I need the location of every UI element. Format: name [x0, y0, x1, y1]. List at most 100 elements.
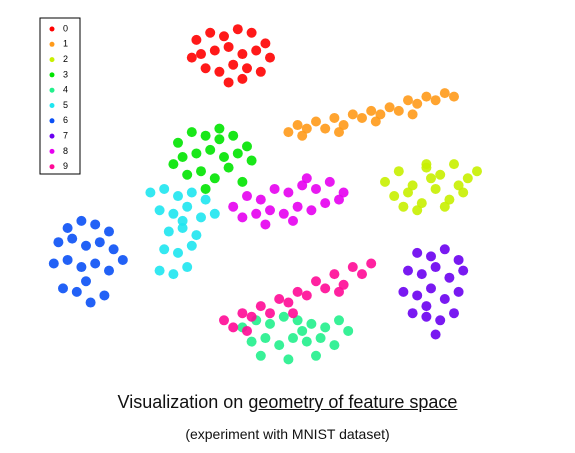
- point: [311, 276, 321, 287]
- point: [219, 315, 229, 326]
- point: [288, 308, 298, 319]
- point: [338, 279, 349, 290]
- point: [444, 272, 455, 283]
- point: [421, 301, 432, 312]
- point: [412, 290, 423, 301]
- point: [453, 286, 464, 297]
- point: [370, 116, 381, 127]
- point: [62, 254, 73, 265]
- point: [430, 329, 441, 340]
- point: [449, 308, 459, 319]
- point: [182, 201, 193, 212]
- caption: Visualization on geometry of feature spa…: [0, 392, 575, 413]
- point: [421, 91, 432, 102]
- legend-label: 9: [63, 161, 68, 171]
- point: [366, 105, 377, 116]
- legend-label: 2: [63, 54, 68, 64]
- legend: 0 1 2 3 4 5 6 7 8 9: [49, 23, 68, 171]
- point: [292, 120, 303, 131]
- point: [334, 286, 344, 297]
- point: [108, 244, 119, 255]
- legend-marker: [49, 164, 55, 170]
- point: [274, 294, 285, 304]
- point: [200, 194, 211, 205]
- point: [380, 176, 390, 187]
- point: [320, 283, 331, 294]
- point: [398, 286, 409, 297]
- legend-marker: [49, 118, 55, 124]
- point: [389, 191, 400, 202]
- point: [329, 269, 340, 280]
- point: [278, 208, 289, 219]
- legend-label: 4: [63, 85, 68, 95]
- point: [246, 311, 257, 322]
- point: [301, 336, 312, 347]
- point: [163, 226, 174, 237]
- point: [251, 45, 262, 56]
- point: [384, 102, 395, 113]
- point: [338, 187, 349, 198]
- point: [426, 173, 436, 184]
- point: [159, 183, 170, 194]
- point: [237, 49, 248, 60]
- point: [237, 73, 248, 84]
- point: [168, 208, 179, 219]
- point: [232, 148, 243, 159]
- point: [320, 322, 331, 333]
- caption-link: geometry of feature space: [248, 392, 458, 412]
- point: [200, 63, 211, 74]
- point: [407, 180, 418, 191]
- point: [232, 24, 243, 35]
- point: [81, 240, 91, 251]
- point: [357, 112, 367, 123]
- point: [265, 205, 275, 216]
- legend-label: 3: [63, 69, 68, 79]
- point: [297, 325, 308, 336]
- point: [320, 123, 331, 134]
- point: [242, 191, 252, 202]
- point: [255, 194, 266, 205]
- point: [311, 183, 321, 194]
- legend-label: 1: [63, 39, 68, 49]
- point: [462, 173, 473, 184]
- point: [255, 350, 266, 361]
- point: [265, 318, 275, 329]
- point: [168, 269, 179, 280]
- point: [58, 283, 68, 294]
- point: [104, 265, 114, 276]
- point: [205, 27, 216, 38]
- legend-marker: [49, 87, 55, 93]
- point: [403, 187, 413, 198]
- point: [320, 198, 331, 209]
- point: [315, 333, 326, 344]
- point: [292, 201, 303, 212]
- point: [426, 283, 436, 294]
- point: [85, 297, 96, 308]
- point: [242, 325, 252, 336]
- point: [76, 215, 87, 226]
- point: [196, 212, 206, 223]
- subtitle: (experiment with MNIST dataset): [185, 426, 390, 442]
- point: [246, 336, 257, 347]
- point: [283, 297, 294, 308]
- point: [334, 127, 344, 138]
- point: [228, 130, 239, 141]
- point: [439, 88, 450, 99]
- legend-marker: [49, 72, 55, 78]
- point: [265, 52, 275, 63]
- point: [228, 322, 239, 333]
- point: [154, 265, 165, 276]
- point: [416, 269, 427, 280]
- point: [347, 109, 358, 120]
- point: [177, 223, 188, 233]
- point: [421, 159, 432, 170]
- point: [76, 262, 87, 273]
- point: [439, 201, 450, 212]
- point: [301, 123, 312, 134]
- point: [177, 215, 188, 226]
- point: [173, 191, 183, 202]
- point: [472, 166, 482, 177]
- point: [403, 95, 413, 106]
- point: [430, 183, 441, 194]
